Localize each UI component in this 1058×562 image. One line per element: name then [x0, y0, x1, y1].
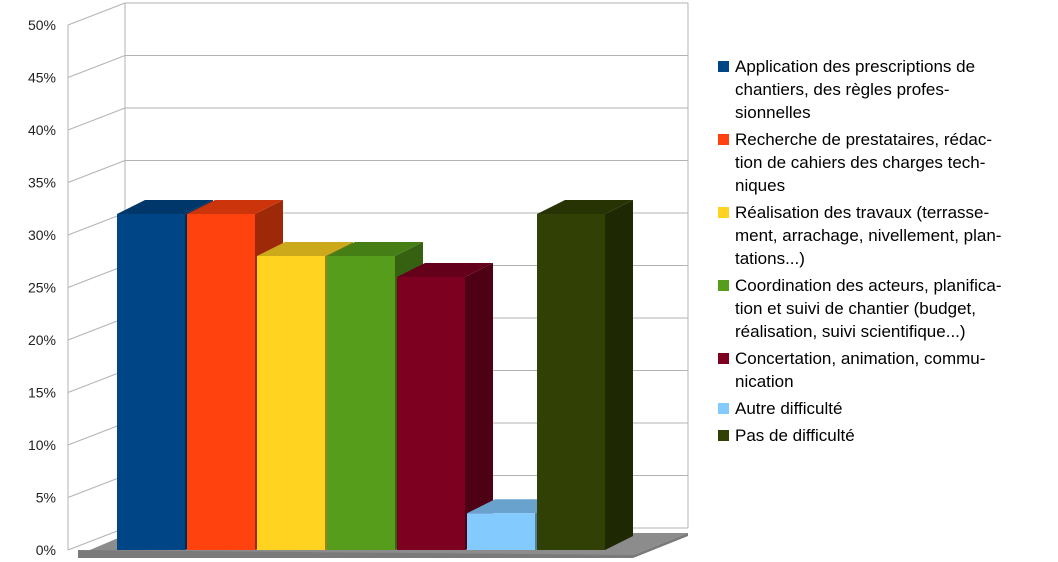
bar-front: [327, 256, 395, 550]
legend-item: Coordination des acteurs, planifica- tio…: [718, 274, 1058, 343]
legend-label: Pas de difficulté: [735, 426, 855, 445]
legend-swatch: [718, 61, 729, 72]
legend-item: Pas de difficulté: [718, 424, 1058, 447]
legend-swatch: [718, 353, 729, 364]
legend-item: Réalisation des travaux (terrasse- ment,…: [718, 201, 1058, 270]
legend-label: Concertation, animation, commu- nication: [735, 349, 986, 391]
bar-side: [465, 263, 493, 550]
legend-label: Recherche de prestataires, rédac- tion d…: [735, 130, 993, 195]
bar-front: [467, 513, 535, 550]
side-gridline: [67, 2, 126, 26]
y-axis-ticks: 0% 5% 10% 15% 20% 25% 30% 35% 40% 45% 50%: [28, 17, 56, 558]
bar-front: [187, 214, 255, 550]
legend-item: Autre difficulté: [718, 397, 1058, 420]
bar-top: [537, 200, 633, 214]
bar: [397, 263, 493, 550]
side-gridline: [67, 55, 126, 78]
bar-side: [605, 200, 633, 550]
legend: Application des prescriptions de chantie…: [718, 55, 1058, 451]
legend-swatch: [718, 134, 729, 145]
bar: [537, 200, 633, 550]
legend-item: Concertation, animation, commu- nication: [718, 347, 1058, 393]
side-gridline: [67, 160, 126, 183]
side-gridline: [67, 475, 126, 498]
bar-chart: 0% 5% 10% 15% 20% 25% 30% 35% 40% 45% 50%: [28, 2, 689, 558]
y-tick-label: 5%: [36, 490, 56, 506]
bar-front: [117, 214, 185, 550]
bar-front: [537, 214, 605, 550]
bar-top: [257, 242, 353, 256]
legend-item: Recherche de prestataires, rédac- tion d…: [718, 128, 1058, 197]
y-tick-label: 40%: [28, 122, 56, 138]
bar-series: [117, 200, 633, 550]
legend-label: Coordination des acteurs, planifica- tio…: [735, 276, 1002, 341]
side-gridline: [67, 212, 126, 236]
bar-top: [187, 200, 283, 214]
side-gridline: [67, 265, 126, 288]
side-gridline: [67, 107, 126, 131]
y-tick-label: 20%: [28, 332, 56, 348]
bar-front: [257, 256, 325, 550]
legend-swatch: [718, 207, 729, 218]
bar-top: [327, 242, 423, 256]
side-gridline: [67, 422, 126, 446]
legend-label: Application des prescriptions de chantie…: [735, 57, 976, 122]
y-tick-label: 25%: [28, 280, 56, 296]
bar-top: [117, 200, 213, 214]
y-tick-label: 30%: [28, 227, 56, 243]
y-tick-label: 50%: [28, 17, 56, 33]
bar-top: [397, 263, 493, 277]
y-tick-label: 10%: [28, 437, 56, 453]
chart-floor-edge: [78, 533, 688, 558]
legend-label: Réalisation des travaux (terrasse- ment,…: [735, 203, 1002, 268]
y-tick-label: 15%: [28, 385, 56, 401]
side-gridline: [67, 317, 126, 341]
bar-front: [397, 277, 465, 550]
y-tick-label: 45%: [28, 70, 56, 86]
side-gridline: [67, 370, 126, 393]
y-tick-label: 35%: [28, 175, 56, 191]
y-tick-label: 0%: [36, 542, 56, 558]
legend-swatch: [718, 430, 729, 441]
legend-label: Autre difficulté: [735, 399, 843, 418]
legend-swatch: [718, 280, 729, 291]
legend-swatch: [718, 403, 729, 414]
side-gridline: [67, 527, 126, 551]
legend-item: Application des prescriptions de chantie…: [718, 55, 1058, 124]
